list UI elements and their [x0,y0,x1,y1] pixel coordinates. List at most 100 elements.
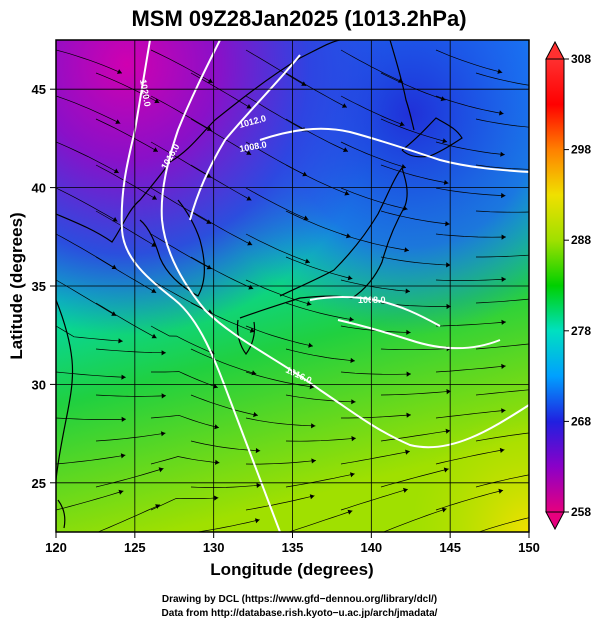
x-tick-label: 140 [360,540,382,555]
x-tick-label: 120 [45,540,67,555]
y-tick-label: 25 [32,476,46,491]
streamline-arrowhead [255,448,261,454]
streamline-arrowhead [256,482,261,488]
streamline [245,279,312,306]
streamline [245,495,315,511]
streamline [95,72,160,104]
streamline [190,164,252,201]
streamline-arrowhead [406,371,411,377]
streamline-arrowhead [309,384,315,390]
streamline [435,141,505,156]
streamline [190,302,255,333]
streamline-arrowhead [118,489,124,495]
streamline [150,325,215,355]
streamline-arrowhead [154,98,160,104]
streamline [475,343,529,350]
streamline-arrowhead [403,487,408,493]
isobar-1020 [120,40,281,532]
streamline-arrowhead [212,383,218,389]
streamline [380,210,450,225]
coastline-china-east [56,299,74,481]
streamline [285,210,352,238]
colorbar-gradient [545,58,565,513]
streamline [95,468,164,488]
streamline-arrowhead [441,507,447,513]
coastline-sakhalin [389,40,415,131]
streamline [475,72,529,86]
streamline [380,430,451,442]
streamline-arrowhead [214,495,219,501]
streamline-arrowhead [111,264,117,269]
coastline-taiwan [57,499,66,529]
isobar-label-1008-south: 1008.0 [358,295,386,305]
streamline [340,187,408,210]
streamline [56,49,123,74]
streamline [150,95,212,132]
isobar-1008-south [309,296,441,327]
streamline [245,49,307,87]
isobars [120,40,529,532]
streamline-arrowhead [499,110,504,116]
streamline [340,233,409,251]
streamline-arrowhead [309,494,315,500]
y-tick-label: 40 [32,181,46,196]
streamline-arrowhead [151,333,157,339]
streamline [475,474,529,488]
streamline [56,187,118,222]
streamline-arrowhead [497,68,503,74]
streamline-arrowhead [541,340,546,345]
isobar-label-1008: 1008.0 [239,139,268,154]
streamline-arrowhead [498,488,504,494]
streamline [245,95,307,132]
streamline-arrowhead [151,288,157,293]
streamline-arrowhead [246,150,252,155]
streamline [380,390,451,396]
streamline [285,72,348,108]
x-tick-label: 125 [124,540,146,555]
streamline [95,302,157,339]
streamline-arrowhead [308,342,313,348]
streamline [435,449,505,465]
isobar-1012-south [337,319,501,350]
colorbar-min-arrow [545,511,565,531]
streamline-arrowhead [541,295,546,300]
streamline-arrowhead [117,69,122,74]
streamline [150,497,219,511]
streamline [285,394,356,403]
colorbar-tick-label: 288 [571,233,591,247]
streamline-arrowhead [539,513,544,518]
streamline-arrowhead [118,338,123,344]
streamline [435,233,506,238]
streamline-arrowhead [158,467,164,473]
coastline-japan-hokkaido [401,117,463,158]
streamline [435,95,504,115]
y-tick-label: 30 [32,377,46,392]
streamline [95,432,166,442]
streamline-arrowhead [446,303,451,310]
streamline-arrowhead [351,399,356,405]
streamline-arrowhead [207,78,213,83]
streamline-arrowhead [446,389,451,395]
streamline-arrowhead [405,449,410,455]
streamline [245,187,309,220]
streamline [435,365,506,373]
streamline [475,210,529,213]
isobar-1016 [160,40,529,449]
streamline [285,118,349,152]
streamline-arrowhead [152,147,158,152]
streamline-arrowhead [446,262,451,268]
streamline [190,484,261,488]
streamline [287,510,353,532]
streamline-arrowhead [351,436,356,442]
streamline-arrowhead [350,357,355,363]
credit-line-1: Drawing by DCL (https://www.gfd−dennou.o… [161,594,438,605]
streamline-arrowhead [246,196,252,201]
colorbar-tick-label: 308 [571,52,591,66]
y-tick-label: 35 [32,279,46,294]
streamline-arrowhead [445,428,451,434]
streamline [56,141,119,174]
streamline-arrowhead [344,190,350,196]
streamline [150,187,212,225]
colorbar: 258 268 278 288 298 308 [545,40,591,531]
streamline-arrowhead [540,470,545,475]
